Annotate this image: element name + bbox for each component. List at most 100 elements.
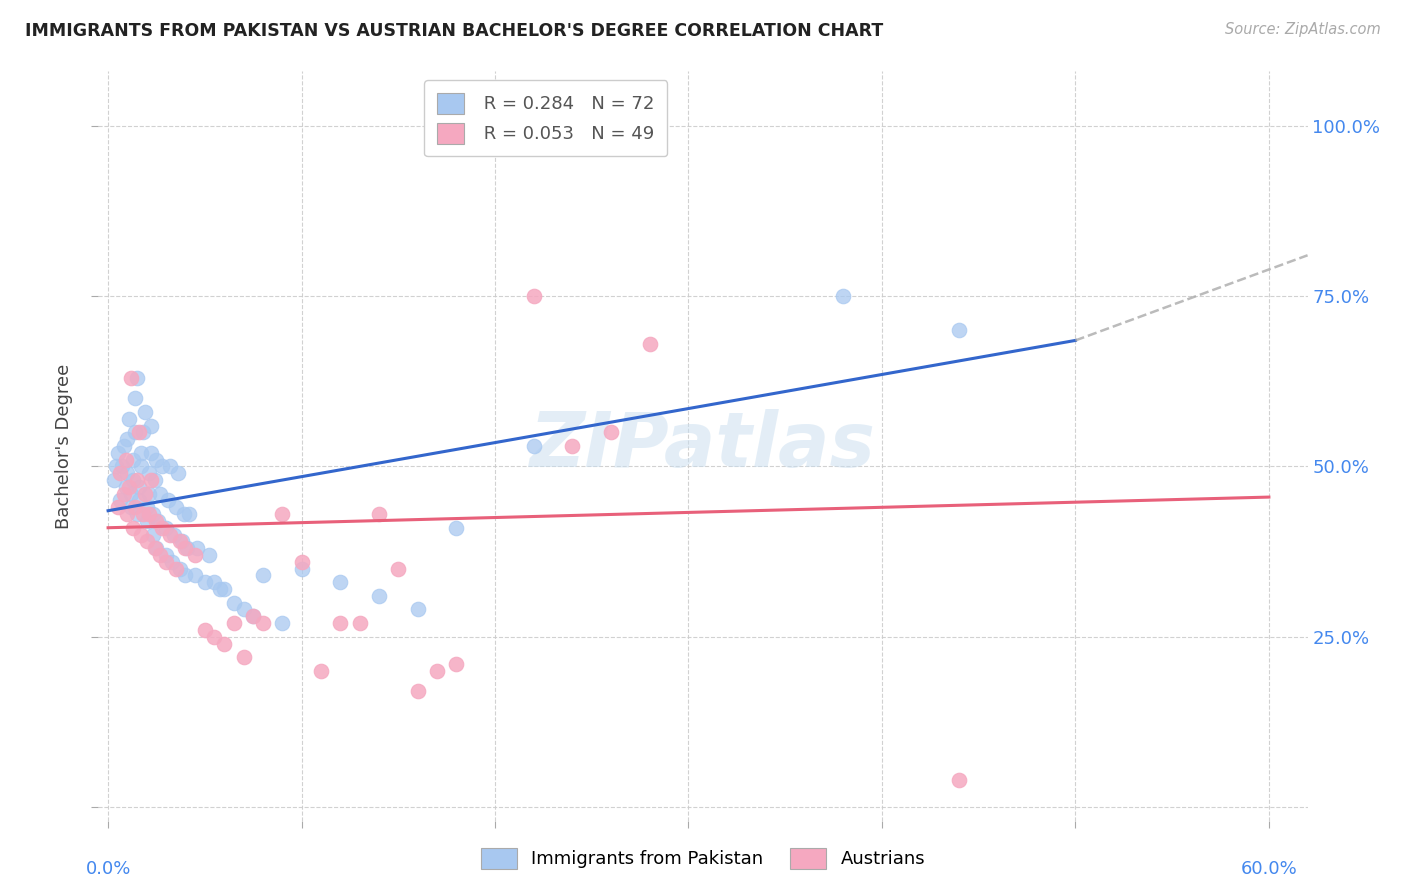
Point: [446, 521, 468, 535]
Point: [142, 527, 165, 541]
Point: [242, 609, 264, 624]
Point: [169, 561, 191, 575]
Point: [561, 439, 583, 453]
Text: Source: ZipAtlas.com: Source: ZipAtlas.com: [1225, 22, 1381, 37]
Point: [368, 589, 391, 603]
Point: [184, 568, 207, 582]
Point: [155, 548, 177, 562]
Point: [120, 486, 142, 500]
Point: [112, 439, 135, 453]
Point: [117, 432, 139, 446]
Point: [135, 534, 157, 549]
Point: [204, 630, 226, 644]
Point: [174, 568, 197, 582]
Point: [149, 486, 172, 500]
Point: [138, 467, 160, 481]
Point: [426, 664, 449, 678]
Point: [124, 392, 146, 406]
Point: [139, 473, 162, 487]
Point: [209, 582, 232, 596]
Point: [118, 411, 141, 425]
Point: [134, 486, 156, 500]
Point: [212, 636, 235, 650]
Point: [122, 521, 145, 535]
Point: [252, 616, 274, 631]
Y-axis label: Bachelor's Degree: Bachelor's Degree: [55, 363, 73, 529]
Point: [170, 534, 193, 549]
Point: [138, 486, 160, 500]
Point: [128, 425, 150, 440]
Point: [159, 527, 181, 541]
Point: [290, 561, 312, 575]
Point: [122, 473, 145, 487]
Point: [108, 467, 131, 481]
Point: [114, 480, 136, 494]
Point: [103, 473, 125, 487]
Legend: Immigrants from Pakistan, Austrians: Immigrants from Pakistan, Austrians: [474, 840, 932, 876]
Point: [173, 507, 195, 521]
Point: [271, 507, 294, 521]
Point: [222, 596, 245, 610]
Point: [139, 446, 162, 460]
Point: [143, 473, 166, 487]
Point: [600, 425, 623, 440]
Point: [204, 575, 226, 590]
Point: [104, 459, 127, 474]
Point: [212, 582, 235, 596]
Point: [166, 467, 188, 481]
Point: [117, 467, 139, 481]
Point: [135, 500, 157, 515]
Point: [329, 575, 352, 590]
Point: [150, 521, 173, 535]
Point: [523, 439, 546, 453]
Point: [157, 493, 180, 508]
Point: [114, 452, 136, 467]
Point: [948, 323, 970, 337]
Point: [129, 446, 152, 460]
Point: [132, 425, 155, 440]
Point: [155, 521, 177, 535]
Point: [309, 664, 332, 678]
Legend:  R = 0.284   N = 72,  R = 0.053   N = 49: R = 0.284 N = 72, R = 0.053 N = 49: [425, 80, 668, 156]
Point: [128, 493, 150, 508]
Text: 0.0%: 0.0%: [86, 860, 131, 878]
Point: [160, 555, 183, 569]
Point: [368, 507, 391, 521]
Point: [329, 616, 352, 631]
Point: [155, 555, 177, 569]
Point: [124, 425, 146, 440]
Point: [120, 500, 142, 515]
Point: [194, 623, 217, 637]
Point: [194, 575, 217, 590]
Point: [129, 459, 152, 474]
Point: [111, 459, 134, 474]
Text: ZIPatlas: ZIPatlas: [530, 409, 876, 483]
Point: [108, 493, 131, 508]
Point: [112, 486, 135, 500]
Point: [446, 657, 468, 671]
Point: [186, 541, 208, 556]
Point: [179, 507, 201, 521]
Point: [176, 541, 198, 556]
Text: IMMIGRANTS FROM PAKISTAN VS AUSTRIAN BACHELOR'S DEGREE CORRELATION CHART: IMMIGRANTS FROM PAKISTAN VS AUSTRIAN BAC…: [25, 22, 883, 40]
Point: [832, 289, 855, 303]
Point: [117, 507, 139, 521]
Point: [148, 514, 170, 528]
Point: [271, 616, 294, 631]
Point: [124, 500, 146, 515]
Point: [349, 616, 371, 631]
Point: [145, 541, 167, 556]
Point: [129, 527, 152, 541]
Point: [406, 684, 429, 698]
Point: [118, 480, 141, 494]
Point: [290, 555, 312, 569]
Point: [120, 371, 142, 385]
Point: [159, 459, 181, 474]
Point: [138, 507, 160, 521]
Point: [252, 568, 274, 582]
Point: [122, 452, 145, 467]
Point: [169, 534, 191, 549]
Point: [127, 371, 149, 385]
Point: [242, 609, 264, 624]
Text: 60.0%: 60.0%: [1240, 860, 1298, 878]
